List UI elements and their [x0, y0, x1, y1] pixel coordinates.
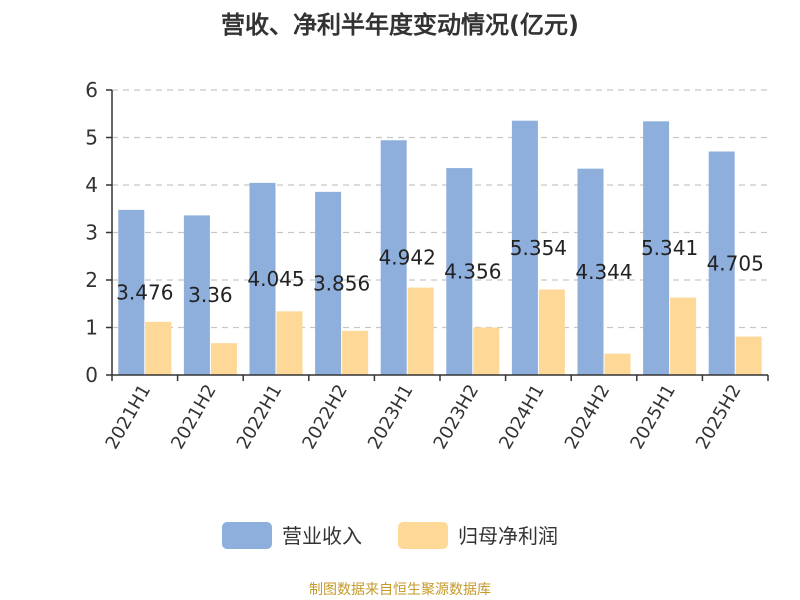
data-label-revenue: 5.341 [641, 236, 698, 260]
bar-net-profit [145, 321, 172, 375]
x-tick-label: 2023H1 [364, 381, 418, 453]
legend-swatch [222, 522, 272, 549]
bar-revenue [577, 168, 604, 375]
x-tick-label: 2022H1 [233, 381, 287, 453]
y-tick-label: 0 [85, 363, 98, 387]
y-tick-label: 2 [85, 268, 98, 292]
data-label-revenue: 5.354 [510, 236, 567, 260]
y-tick-label: 4 [85, 173, 98, 197]
bar-revenue [446, 168, 473, 375]
data-label-revenue: 4.705 [707, 251, 764, 275]
chart-title: 营收、净利半年度变动情况(亿元) [221, 11, 579, 39]
bar-revenue [708, 151, 735, 375]
bar-net-profit [604, 353, 631, 375]
bar-revenue [511, 120, 538, 375]
bar-revenue [315, 191, 342, 375]
x-tick-label: 2025H2 [692, 381, 746, 453]
bar-revenue [380, 140, 407, 375]
bar-revenue [118, 209, 145, 375]
x-tick-label: 2023H2 [430, 381, 484, 453]
x-tick-label: 2024H2 [561, 381, 615, 453]
data-label-revenue: 4.356 [444, 260, 501, 284]
bar-revenue [183, 215, 210, 375]
x-tick-label: 2025H1 [626, 381, 680, 453]
data-label-revenue: 4.344 [575, 260, 632, 284]
y-tick-label: 6 [85, 78, 98, 102]
bar-net-profit [538, 289, 565, 375]
data-label-revenue: 4.942 [379, 246, 436, 270]
source-note: 制图数据来自恒生聚源数据库 [309, 582, 491, 598]
bar-net-profit [670, 297, 697, 375]
bar-net-profit [735, 336, 762, 375]
bars [118, 120, 762, 376]
bar-net-profit [276, 311, 303, 375]
bar-net-profit [342, 330, 369, 375]
legend: 营业收入 归母净利润 [222, 522, 558, 549]
y-tick-label: 1 [85, 316, 98, 340]
data-label-revenue: 3.36 [188, 283, 233, 307]
y-tick-label: 5 [85, 126, 98, 150]
x-tick-label: 2024H1 [495, 381, 549, 453]
legend-label: 营业收入 [282, 524, 362, 548]
x-tick-label: 2022H2 [298, 381, 352, 453]
data-label-revenue: 3.856 [313, 271, 370, 295]
legend-swatch [398, 522, 448, 549]
x-tick-label: 2021H2 [167, 381, 221, 453]
bar-net-profit [473, 327, 500, 375]
data-label-revenue: 4.045 [247, 267, 304, 291]
legend-label: 归母净利润 [458, 524, 558, 548]
x-tick-label: 2021H1 [102, 381, 156, 453]
data-labels: 3.476 3.36 4.045 3.856 4.942 4.356 5.354 4.344 5… [116, 236, 764, 307]
bar-net-profit [210, 343, 237, 375]
y-tick-label: 3 [85, 221, 98, 245]
bar-revenue [249, 182, 276, 375]
bar-revenue [643, 121, 670, 376]
bar-net-profit [407, 287, 434, 375]
data-label-revenue: 3.476 [116, 280, 173, 304]
